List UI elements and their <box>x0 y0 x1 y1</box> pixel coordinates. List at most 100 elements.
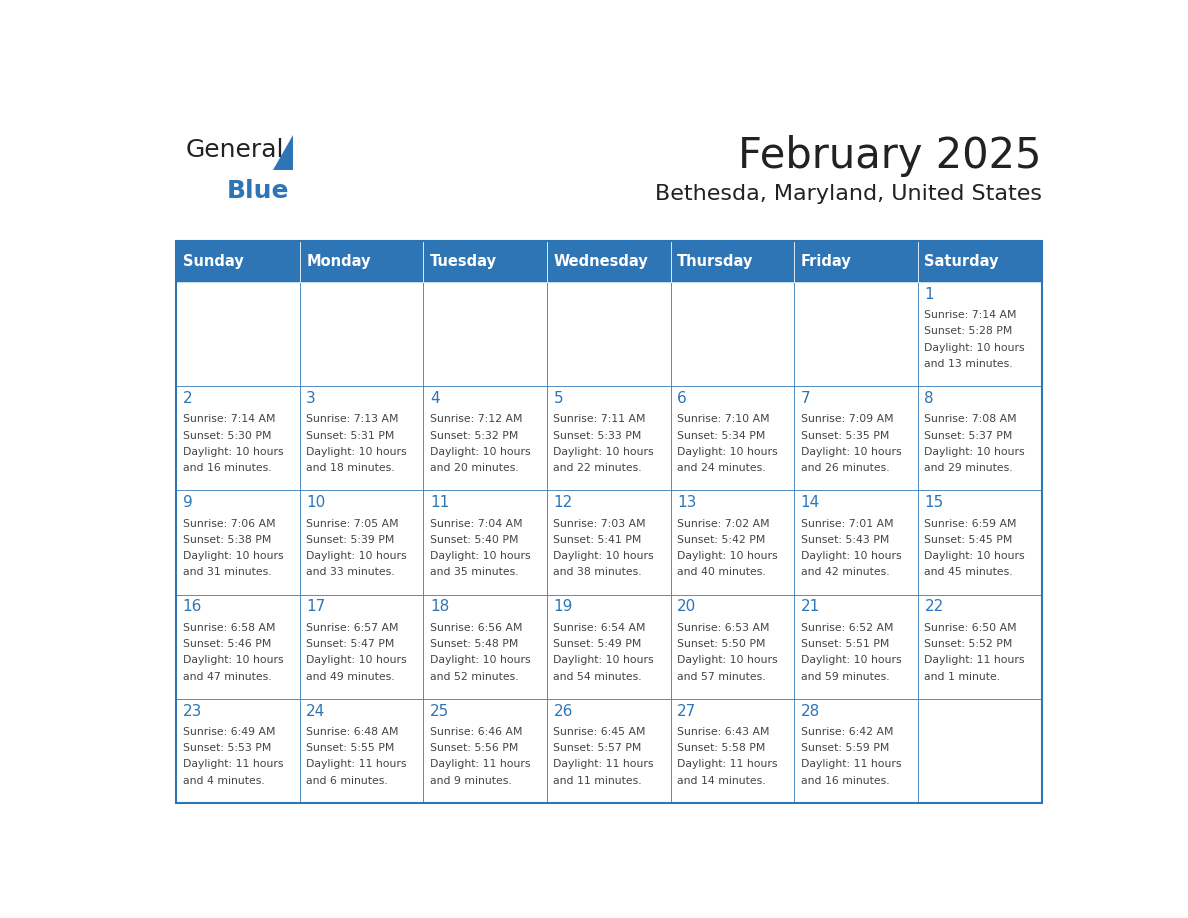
Text: Wednesday: Wednesday <box>554 254 649 269</box>
Bar <box>546 490 671 595</box>
Bar <box>299 282 423 386</box>
Text: 17: 17 <box>307 599 326 614</box>
Bar <box>299 241 423 282</box>
Text: Sunrise: 6:59 AM: Sunrise: 6:59 AM <box>924 519 1017 529</box>
Text: Sunrise: 7:10 AM: Sunrise: 7:10 AM <box>677 414 770 424</box>
Bar <box>176 241 1042 803</box>
Text: Sunset: 5:46 PM: Sunset: 5:46 PM <box>183 639 271 649</box>
Text: Sunrise: 6:56 AM: Sunrise: 6:56 AM <box>430 622 523 633</box>
Text: Sunset: 5:42 PM: Sunset: 5:42 PM <box>677 535 765 545</box>
Text: Sunrise: 6:46 AM: Sunrise: 6:46 AM <box>430 727 523 737</box>
Text: Sunrise: 7:03 AM: Sunrise: 7:03 AM <box>554 519 646 529</box>
Text: Sunrise: 6:57 AM: Sunrise: 6:57 AM <box>307 622 399 633</box>
Bar <box>423 386 546 490</box>
Text: Sunrise: 6:50 AM: Sunrise: 6:50 AM <box>924 622 1017 633</box>
Text: Daylight: 10 hours: Daylight: 10 hours <box>677 447 778 457</box>
Text: Sunrise: 7:14 AM: Sunrise: 7:14 AM <box>183 414 276 424</box>
Text: 5: 5 <box>554 391 563 406</box>
Text: Sunrise: 7:12 AM: Sunrise: 7:12 AM <box>430 414 523 424</box>
Text: and 35 minutes.: and 35 minutes. <box>430 567 518 577</box>
Text: 7: 7 <box>801 391 810 406</box>
Text: Sunset: 5:57 PM: Sunset: 5:57 PM <box>554 744 642 754</box>
Text: Sunset: 5:47 PM: Sunset: 5:47 PM <box>307 639 394 649</box>
Text: Sunset: 5:43 PM: Sunset: 5:43 PM <box>801 535 889 545</box>
Text: Sunrise: 6:42 AM: Sunrise: 6:42 AM <box>801 727 893 737</box>
Text: Sunset: 5:31 PM: Sunset: 5:31 PM <box>307 431 394 441</box>
Text: and 13 minutes.: and 13 minutes. <box>924 359 1013 369</box>
Text: and 16 minutes.: and 16 minutes. <box>183 464 271 473</box>
Bar <box>299 386 423 490</box>
Text: Friday: Friday <box>801 254 852 269</box>
Text: General: General <box>185 139 284 162</box>
Text: and 52 minutes.: and 52 minutes. <box>430 672 518 681</box>
Text: Sunrise: 7:08 AM: Sunrise: 7:08 AM <box>924 414 1017 424</box>
Text: and 14 minutes.: and 14 minutes. <box>677 776 766 786</box>
Text: 4: 4 <box>430 391 440 406</box>
Text: 23: 23 <box>183 703 202 719</box>
Text: Sunrise: 6:48 AM: Sunrise: 6:48 AM <box>307 727 399 737</box>
Bar <box>546 386 671 490</box>
Text: Sunrise: 6:43 AM: Sunrise: 6:43 AM <box>677 727 770 737</box>
Text: Daylight: 10 hours: Daylight: 10 hours <box>183 447 283 457</box>
Text: Daylight: 10 hours: Daylight: 10 hours <box>183 551 283 561</box>
Text: and 31 minutes.: and 31 minutes. <box>183 567 271 577</box>
Text: and 4 minutes.: and 4 minutes. <box>183 776 264 786</box>
Text: and 1 minute.: and 1 minute. <box>924 672 1000 681</box>
Text: Daylight: 10 hours: Daylight: 10 hours <box>801 447 902 457</box>
Text: Sunset: 5:58 PM: Sunset: 5:58 PM <box>677 744 765 754</box>
Text: Sunset: 5:53 PM: Sunset: 5:53 PM <box>183 744 271 754</box>
Text: and 45 minutes.: and 45 minutes. <box>924 567 1013 577</box>
Text: 22: 22 <box>924 599 943 614</box>
Text: Daylight: 11 hours: Daylight: 11 hours <box>183 759 283 769</box>
Text: Daylight: 10 hours: Daylight: 10 hours <box>307 551 406 561</box>
Text: Sunset: 5:30 PM: Sunset: 5:30 PM <box>183 431 271 441</box>
Bar <box>671 241 795 282</box>
Text: Daylight: 10 hours: Daylight: 10 hours <box>430 551 531 561</box>
Text: and 59 minutes.: and 59 minutes. <box>801 672 890 681</box>
Text: Daylight: 10 hours: Daylight: 10 hours <box>677 551 778 561</box>
Bar <box>795 699 918 803</box>
Text: Daylight: 10 hours: Daylight: 10 hours <box>307 655 406 666</box>
Bar <box>918 699 1042 803</box>
Bar <box>176 282 299 386</box>
Text: Daylight: 10 hours: Daylight: 10 hours <box>801 655 902 666</box>
Text: Daylight: 10 hours: Daylight: 10 hours <box>307 447 406 457</box>
Text: Sunday: Sunday <box>183 254 244 269</box>
Polygon shape <box>273 135 293 170</box>
Text: Daylight: 10 hours: Daylight: 10 hours <box>554 551 655 561</box>
Bar <box>671 490 795 595</box>
Text: 1: 1 <box>924 286 934 302</box>
Text: Daylight: 10 hours: Daylight: 10 hours <box>554 655 655 666</box>
Text: Daylight: 10 hours: Daylight: 10 hours <box>183 655 283 666</box>
Text: Sunset: 5:45 PM: Sunset: 5:45 PM <box>924 535 1012 545</box>
Text: Tuesday: Tuesday <box>430 254 497 269</box>
Text: 13: 13 <box>677 495 696 510</box>
Text: and 24 minutes.: and 24 minutes. <box>677 464 766 473</box>
Bar <box>918 490 1042 595</box>
Bar <box>671 699 795 803</box>
Text: 27: 27 <box>677 703 696 719</box>
Text: and 6 minutes.: and 6 minutes. <box>307 776 388 786</box>
Bar <box>795 595 918 699</box>
Text: Daylight: 11 hours: Daylight: 11 hours <box>801 759 902 769</box>
Text: Daylight: 10 hours: Daylight: 10 hours <box>801 551 902 561</box>
Text: Daylight: 10 hours: Daylight: 10 hours <box>554 447 655 457</box>
Text: Sunset: 5:28 PM: Sunset: 5:28 PM <box>924 327 1012 337</box>
Text: Daylight: 10 hours: Daylight: 10 hours <box>924 342 1025 353</box>
Text: Sunrise: 7:05 AM: Sunrise: 7:05 AM <box>307 519 399 529</box>
Bar <box>918 282 1042 386</box>
Text: Sunset: 5:56 PM: Sunset: 5:56 PM <box>430 744 518 754</box>
Text: Sunrise: 7:06 AM: Sunrise: 7:06 AM <box>183 519 276 529</box>
Text: and 22 minutes.: and 22 minutes. <box>554 464 642 473</box>
Text: Sunrise: 7:04 AM: Sunrise: 7:04 AM <box>430 519 523 529</box>
Bar <box>795 282 918 386</box>
Text: and 26 minutes.: and 26 minutes. <box>801 464 890 473</box>
Text: Sunset: 5:35 PM: Sunset: 5:35 PM <box>801 431 889 441</box>
Bar <box>918 386 1042 490</box>
Bar <box>795 490 918 595</box>
Text: 2: 2 <box>183 391 192 406</box>
Text: 10: 10 <box>307 495 326 510</box>
Bar <box>671 595 795 699</box>
Bar <box>299 699 423 803</box>
Bar <box>176 699 299 803</box>
